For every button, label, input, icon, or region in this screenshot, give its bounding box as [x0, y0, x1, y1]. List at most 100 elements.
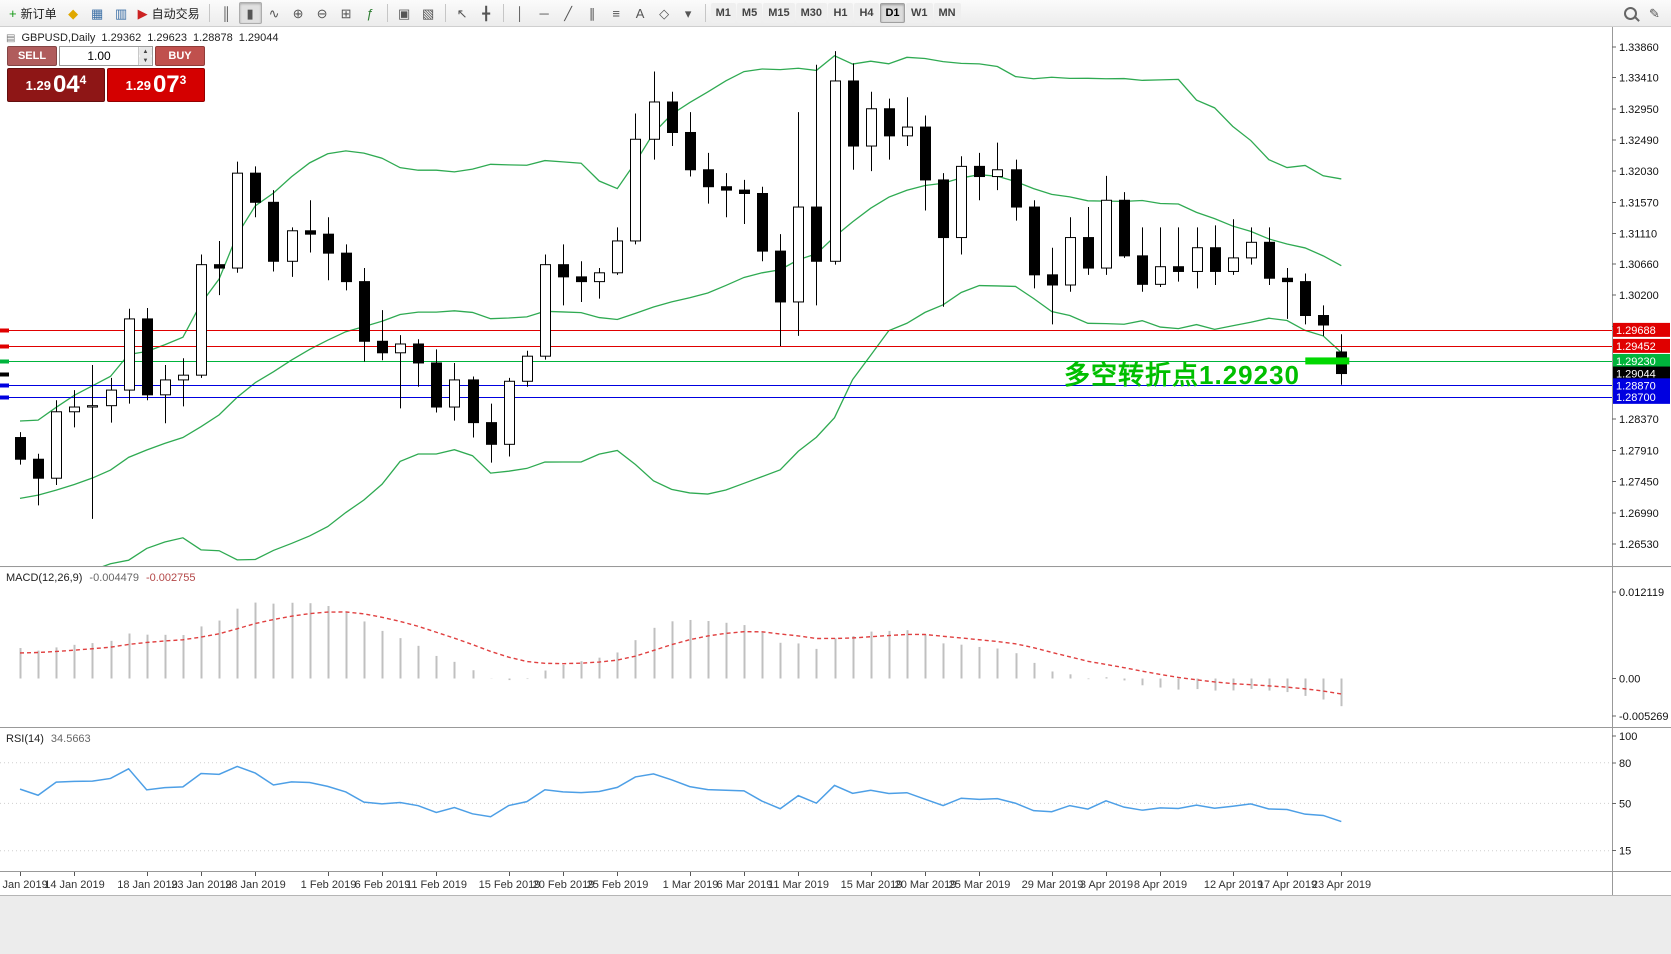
text-label-button[interactable]: A	[629, 2, 652, 24]
price-label-text: 1.29452	[1616, 341, 1656, 353]
shapes-button[interactable]: ◇	[653, 2, 676, 24]
buy-price-prefix: 1.29	[125, 77, 151, 93]
candle	[1137, 255, 1148, 285]
chart-info-line: ▤ GBPUSD,Daily 1.29362 1.29623 1.28878 1…	[6, 32, 278, 44]
price-label-text: 1.29230	[1616, 356, 1656, 368]
metaquotes-button[interactable]: ◆	[62, 2, 85, 24]
candle	[341, 252, 352, 283]
timeframe-w1-button[interactable]: W1	[906, 3, 933, 23]
sell-price-button[interactable]: 1.29 04 4	[7, 68, 105, 102]
timeframe-mn-button[interactable]: MN	[933, 3, 961, 23]
high-value: 1.29623	[147, 32, 187, 44]
zoom-out-button[interactable]: ⊖	[311, 2, 334, 24]
date-label: 3 Apr 2019	[1080, 879, 1133, 891]
candle	[214, 264, 225, 269]
rsi-panel	[0, 762, 1612, 852]
candle	[1029, 206, 1040, 276]
timeframe-h4-button[interactable]: H4	[854, 3, 879, 23]
price-axis-label: 1.33410	[1619, 73, 1659, 85]
candle	[51, 411, 62, 479]
data-window-button[interactable]: ▥	[110, 2, 133, 24]
autotrading-button[interactable]: ▶ 自动交易	[134, 2, 204, 24]
price-label	[1613, 353, 1670, 368]
market-watch-icon: ▦	[90, 5, 104, 21]
buy-button[interactable]: BUY	[155, 46, 205, 66]
search-button[interactable]	[1619, 2, 1642, 24]
bar-chart-type-button[interactable]: ║	[215, 2, 238, 24]
timeframe-d1-button[interactable]: D1	[880, 3, 905, 23]
candle	[1119, 199, 1130, 257]
cursor-button[interactable]: ↖	[451, 2, 474, 24]
autotrading-label: 自动交易	[151, 6, 200, 21]
candle	[232, 172, 243, 269]
level-line-left-marker	[0, 328, 9, 333]
volume-up-button[interactable]: ▲	[139, 47, 152, 56]
price-axis-label: 1.27450	[1619, 477, 1659, 489]
price-axis: 1.33860 1.33410 1.32950 1.32490 1.32030 1.315…	[1612, 42, 1670, 551]
candle	[830, 80, 841, 262]
sell-button[interactable]: SELL	[7, 46, 57, 66]
chart-profile-button[interactable]: ▧	[417, 2, 440, 24]
timeframe-h1-button[interactable]: H1	[828, 3, 853, 23]
macd-axis-label: -0.005269	[1619, 711, 1669, 723]
candle	[1228, 257, 1239, 272]
timeframe-m5-button[interactable]: M5	[736, 3, 763, 23]
price-label	[1613, 322, 1670, 337]
price-axis-label: 1.32490	[1619, 135, 1659, 147]
market-watch-button[interactable]: ▦	[86, 2, 109, 24]
volume-input[interactable]	[60, 47, 138, 65]
date-label: 14 Jan 2019	[44, 879, 105, 891]
chart-profile-icon: ▧	[421, 5, 435, 21]
candlestick-chart-button[interactable]: ▮	[238, 2, 262, 24]
level-line-left-marker	[0, 359, 9, 364]
candle	[287, 230, 298, 262]
level-line-left-marker	[0, 383, 9, 388]
sell-price-main: 04	[52, 71, 80, 98]
timeframe-m1-button[interactable]: M1	[710, 3, 736, 23]
candle	[775, 250, 786, 303]
quick-edit-button[interactable]: ✎	[1643, 2, 1666, 24]
rsi-axis-label: 80	[1619, 758, 1631, 770]
macd-axis-label: 0.012119	[1619, 587, 1664, 599]
horizontal-line-icon: ─	[539, 5, 549, 21]
fibonacci-button[interactable]: ≡	[605, 2, 628, 24]
crosshair-icon: ╋	[482, 5, 491, 21]
macd-name: MACD(12,26,9)	[6, 572, 83, 584]
buy-price-button[interactable]: 1.29 07 3	[107, 68, 205, 102]
price-label-text: 1.29688	[1616, 325, 1656, 337]
line-chart-button[interactable]: ∿	[263, 2, 286, 24]
date-label: 25 Feb 2019	[587, 879, 649, 891]
candle	[305, 230, 316, 235]
date-label: 6 Feb 2019	[355, 879, 411, 891]
new-order-button[interactable]: + 新订单	[5, 2, 61, 24]
candle	[486, 422, 497, 445]
candle	[160, 379, 171, 396]
date-label: 15 Mar 2019	[841, 879, 903, 891]
vertical-line-button[interactable]: │	[509, 2, 532, 24]
candle	[504, 380, 515, 445]
volume-down-button[interactable]: ▼	[139, 56, 152, 65]
tile-windows-button[interactable]: ▣	[393, 2, 416, 24]
price-label	[1613, 378, 1670, 393]
timeframe-m15-button[interactable]: M15	[763, 3, 795, 23]
date-label: 17 Apr 2019	[1258, 879, 1317, 891]
indicators-button[interactable]: ƒ	[359, 2, 382, 24]
search-icon	[1624, 6, 1637, 20]
toolbar: + 新订单 ◆ ▦ ▥ ▶ 自动交易 ║ ▮ ∿ ⊕ ⊖ ⊞ ƒ ▣ ▧ ↖ ╋ │ ─ ╱ ∥ ≡ A ◇ ▾ M1 M5 M15 M3…	[0, 0, 1671, 27]
grid-icon: ⊞	[340, 5, 352, 21]
turning-point-annotation: 多空转折点1.29230	[1064, 360, 1300, 390]
zoom-in-button[interactable]: ⊕	[287, 2, 310, 24]
candle	[69, 406, 80, 413]
date-label: 28 Jan 2019	[225, 879, 286, 891]
trendline-button[interactable]: ╱	[557, 2, 580, 24]
more-tools-button[interactable]: ▾	[677, 2, 700, 24]
fibonacci-icon: ≡	[612, 5, 620, 21]
price-axis-label: 1.26530	[1619, 539, 1659, 551]
equidistant-channel-button[interactable]: ∥	[581, 2, 604, 24]
crosshair-button[interactable]: ╋	[475, 2, 498, 24]
grid-button[interactable]: ⊞	[335, 2, 358, 24]
timeframe-m30-button[interactable]: M30	[795, 3, 827, 23]
horizontal-line-button[interactable]: ─	[533, 2, 556, 24]
candle	[848, 80, 859, 147]
